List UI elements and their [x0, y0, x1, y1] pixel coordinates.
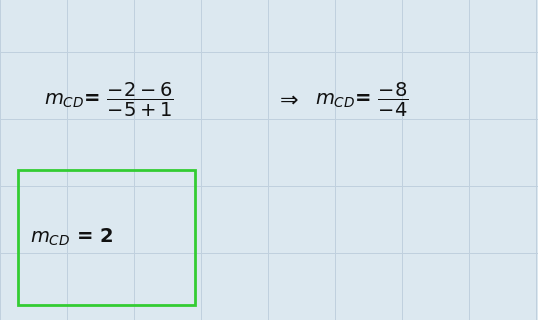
Bar [18, 170, 195, 305]
Text: $\Rightarrow$: $\Rightarrow$ [275, 90, 299, 110]
Text: $m_{CD}$= $\dfrac{-2-6}{-5+1}$: $m_{CD}$= $\dfrac{-2-6}{-5+1}$ [44, 81, 174, 119]
Text: $m_{CD}$= $\dfrac{-8}{-4}$: $m_{CD}$= $\dfrac{-8}{-4}$ [315, 81, 408, 119]
Text: $m_{CD}$ = 2: $m_{CD}$ = 2 [30, 226, 114, 248]
